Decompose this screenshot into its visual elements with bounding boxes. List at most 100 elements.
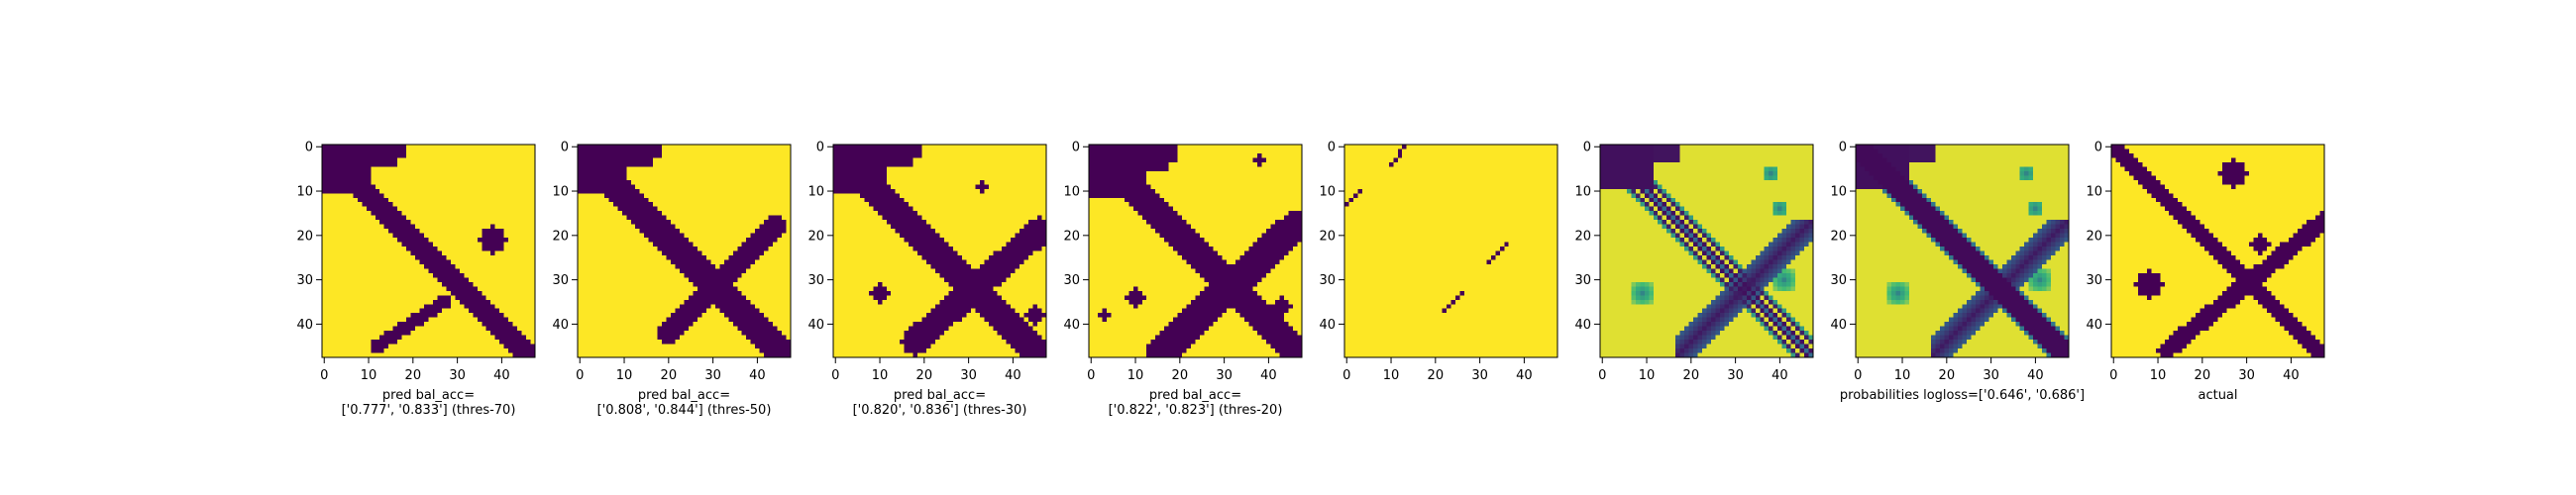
heatmap-cell [759, 277, 765, 283]
heatmap-cell [344, 344, 350, 349]
heatmap-cell [455, 188, 461, 194]
heatmap-cell [379, 170, 385, 176]
heatmap-cell [737, 145, 743, 149]
heatmap-cell [714, 304, 720, 310]
heatmap-cell [415, 286, 420, 292]
heatmap-cell [490, 145, 495, 149]
heatmap-cell [406, 145, 411, 149]
heatmap-cell [494, 175, 500, 181]
heatmap-cell [450, 254, 456, 260]
heatmap-cell [383, 220, 389, 225]
heatmap-cell [626, 161, 632, 167]
heatmap-cell [666, 308, 672, 314]
heatmap-cell [693, 238, 698, 243]
heatmap-cell [710, 286, 716, 292]
heatmap-cell [530, 268, 536, 274]
heatmap-cell [764, 220, 769, 225]
heatmap-cell [693, 344, 698, 349]
heatmap-cell [603, 145, 609, 149]
heatmap-cell [512, 161, 518, 167]
heatmap-cell [482, 233, 487, 239]
heatmap-cell [755, 286, 760, 292]
heatmap-cell [737, 331, 743, 336]
heatmap-cell [714, 170, 720, 176]
heatmap-cell [688, 340, 694, 345]
heatmap-cell [882, 148, 888, 154]
heatmap-cell [975, 157, 981, 163]
heatmap-cell [671, 152, 676, 158]
heatmap-cell [437, 313, 443, 318]
heatmap-cell [590, 161, 596, 167]
heatmap-cell [653, 335, 658, 341]
heatmap-cell [348, 215, 354, 221]
heatmap-cell [657, 272, 663, 278]
heatmap-cell [630, 277, 636, 283]
heatmap-cell [582, 193, 588, 199]
heatmap-cell [728, 340, 734, 345]
heatmap-cell [517, 326, 522, 332]
heatmap-cell [653, 193, 658, 199]
heatmap-cell [401, 193, 407, 199]
heatmap-cell [846, 170, 852, 176]
heatmap-cell [603, 344, 609, 349]
heatmap-cell [578, 299, 583, 305]
heatmap-cell [728, 215, 734, 221]
heatmap-cell [675, 250, 681, 256]
heatmap-cell [353, 229, 359, 234]
heatmap-cell [494, 157, 500, 163]
heatmap-cell [419, 233, 425, 239]
heatmap-cell [330, 254, 336, 260]
heatmap-cell [657, 326, 663, 332]
heatmap-cell [764, 322, 769, 327]
heatmap-cell [415, 322, 420, 327]
heatmap-cell [582, 344, 588, 349]
heatmap-cell [419, 259, 425, 265]
heatmap-cell [714, 272, 720, 278]
heatmap-cell [630, 352, 636, 358]
heatmap-cell [375, 304, 380, 310]
heatmap-cell [464, 259, 470, 265]
heatmap-cell [383, 238, 389, 243]
heatmap-cell [657, 242, 663, 248]
heatmap-cell [710, 229, 716, 234]
heatmap-cell [388, 152, 393, 158]
heatmap-cell [326, 250, 332, 256]
heatmap-cell [1020, 145, 1024, 149]
heatmap-cell [494, 304, 500, 310]
heatmap-cell [657, 352, 663, 358]
heatmap-cell [728, 211, 734, 216]
heatmap-cell [424, 238, 429, 243]
heatmap-cell [401, 259, 407, 265]
heatmap-cell [719, 335, 725, 341]
heatmap-cell [326, 281, 332, 287]
heatmap-cell [477, 272, 483, 278]
heatmap-cell [697, 313, 702, 318]
heatmap-cell [450, 250, 456, 256]
heatmap-cell [464, 254, 470, 260]
heatmap-cell [639, 152, 645, 158]
heatmap-cell [419, 229, 425, 234]
heatmap-cell [590, 299, 596, 305]
heatmap-cell [777, 250, 783, 256]
heatmap-cell [653, 220, 658, 225]
panel-caption: ['0.808', '0.844'] (thres-50) [597, 403, 772, 418]
heatmap-cell [594, 317, 600, 323]
heatmap-cell [530, 233, 536, 239]
heatmap-cell [455, 259, 461, 265]
heatmap-cell [586, 179, 591, 185]
heatmap-cell [741, 202, 747, 208]
heatmap-cell [582, 272, 588, 278]
heatmap-cell [464, 286, 470, 292]
heatmap-cell [728, 148, 734, 154]
heatmap-cell [782, 238, 787, 243]
heatmap-cell [714, 193, 720, 199]
heatmap-cell [653, 308, 658, 314]
heatmap-cell [503, 317, 509, 323]
heatmap-cell [850, 161, 856, 167]
heatmap-cell [608, 161, 614, 167]
heatmap-cell [710, 238, 716, 243]
heatmap-cell [680, 295, 685, 301]
heatmap-cell [777, 295, 783, 301]
heatmap-cell [362, 317, 368, 323]
heatmap-cell [526, 197, 531, 203]
